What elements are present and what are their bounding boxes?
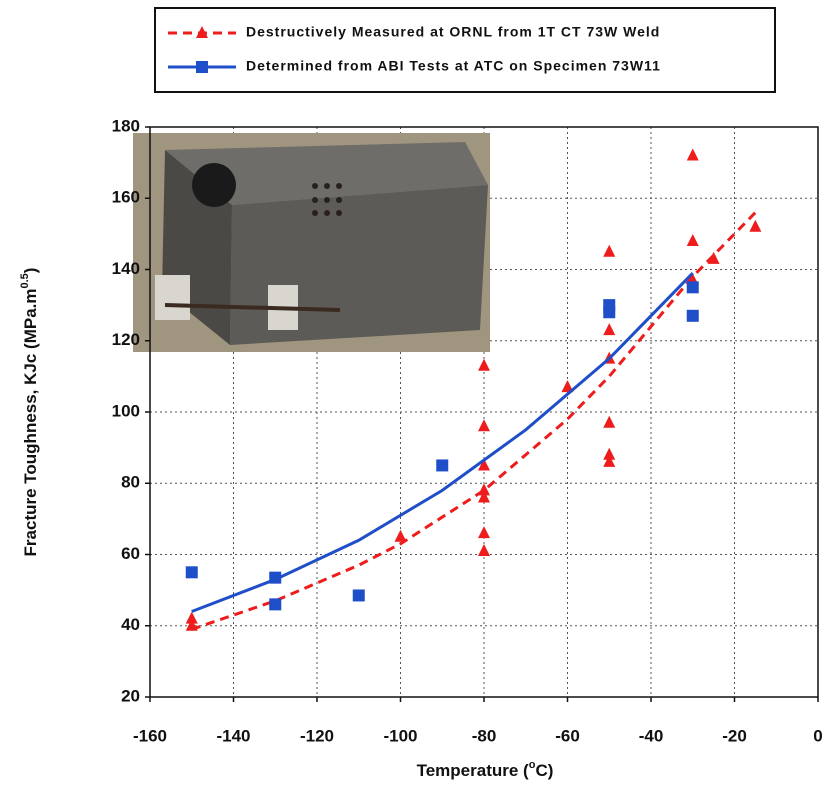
legend-label: Determined from ABI Tests at ATC on Spec…: [246, 58, 661, 74]
x-tick-label: -40: [639, 726, 664, 745]
square-marker: [436, 459, 449, 472]
x-label-end: C): [535, 761, 553, 780]
triangle-marker: [185, 618, 198, 631]
y-tick-label: 140: [112, 259, 140, 278]
triangle-marker: [478, 419, 490, 432]
square-marker: [185, 566, 198, 579]
legend-label: Destructively Measured at ORNL from 1T C…: [246, 24, 660, 40]
y-axis-label: Fracture Toughness, KJc (MPa.m0.5): [19, 268, 41, 557]
square-marker: [686, 281, 699, 294]
y-tick-label: 100: [112, 401, 140, 420]
y-tick-label: 120: [112, 330, 140, 349]
triangle-marker: [478, 543, 490, 556]
square-marker: [269, 571, 282, 584]
x-tick-label: -80: [472, 726, 497, 745]
square-marker: [352, 589, 365, 602]
triangle-marker: [478, 483, 490, 496]
legend-marker: [196, 61, 208, 73]
triangle-marker: [603, 244, 616, 257]
x-tick-label: -60: [555, 726, 580, 745]
triangle-marker: [478, 458, 490, 471]
y-tick-label: 40: [121, 615, 140, 634]
y-tick-label: 160: [112, 188, 140, 207]
triangle-marker: [686, 234, 699, 246]
x-tick-label: -160: [133, 726, 167, 745]
x-label-text: Temperature (: [417, 761, 529, 780]
triangle-marker: [603, 323, 616, 336]
legend-marker: [196, 26, 208, 38]
x-tick-label: 0: [813, 726, 822, 745]
triangle-marker: [603, 454, 616, 467]
triangle-marker: [603, 415, 616, 428]
y-tick-label: 20: [121, 686, 140, 705]
y-tick-label: 180: [112, 116, 140, 135]
x-tick-label: -140: [216, 726, 250, 745]
triangle-marker: [394, 529, 407, 542]
triangle-marker: [478, 490, 490, 503]
triangle-marker: [561, 380, 574, 393]
triangle-marker: [603, 447, 616, 460]
x-tick-label: -120: [300, 726, 334, 745]
fit-line: [191, 211, 757, 631]
triangle-marker: [686, 148, 699, 161]
square-marker: [269, 598, 282, 611]
square-marker: [686, 309, 699, 322]
y-label-sup: 0.5: [19, 273, 31, 288]
triangle-marker: [478, 358, 490, 371]
y-label-text: Fracture Toughness, KJc (MPa.m: [21, 289, 40, 557]
triangle-marker: [749, 219, 762, 232]
x-tick-label: -20: [722, 726, 747, 745]
triangle-marker: [185, 611, 198, 624]
x-label-sup: o: [529, 759, 536, 771]
x-axis-label: Temperature (oC): [417, 759, 554, 781]
square-marker: [603, 306, 616, 319]
y-tick-label: 80: [121, 473, 140, 492]
plot-frame: [149, 126, 819, 698]
legend-box: [154, 7, 776, 93]
inset-photo: [133, 133, 490, 352]
triangle-marker: [478, 526, 490, 539]
x-tick-label: -100: [383, 726, 417, 745]
y-tick-label: 60: [121, 544, 140, 563]
y-label-end: ): [21, 268, 40, 274]
triangle-marker: [707, 251, 720, 264]
